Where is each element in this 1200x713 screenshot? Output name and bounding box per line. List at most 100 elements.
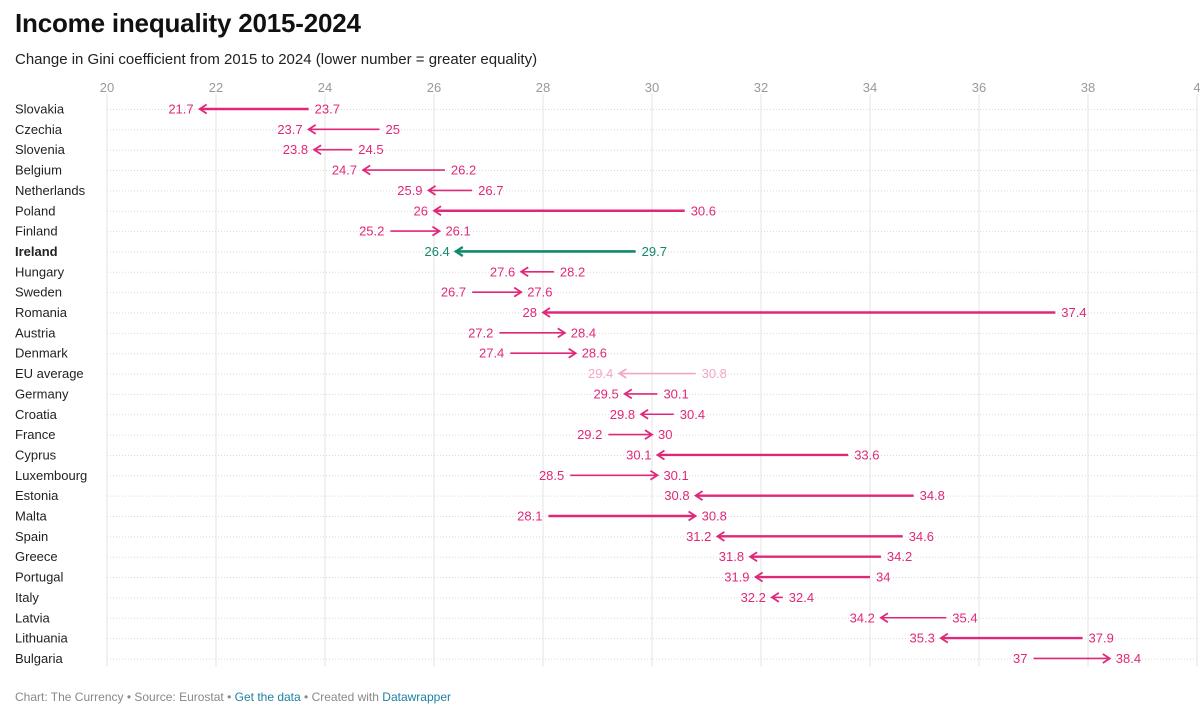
row-label: Malta — [15, 509, 48, 524]
value-label: 27.2 — [468, 325, 493, 340]
x-tick-label: 22 — [209, 80, 223, 95]
arrow-head — [617, 368, 627, 379]
value-label: 21.7 — [168, 102, 193, 117]
value-label: 32.2 — [741, 590, 766, 605]
value-label: 33.6 — [854, 447, 879, 462]
value-label: 25.2 — [359, 224, 384, 239]
value-label: 29.2 — [577, 427, 602, 442]
row-label: Lithuania — [15, 631, 69, 646]
arrow-head — [306, 124, 317, 135]
value-label: 23.7 — [315, 102, 340, 117]
row-label: Poland — [15, 203, 55, 218]
row-label: Sweden — [15, 285, 62, 300]
arrow-head — [639, 408, 649, 420]
row-label: Estonia — [15, 488, 59, 503]
value-label: 27.6 — [490, 264, 515, 279]
value-label: 27.6 — [527, 285, 552, 300]
value-label: 34.8 — [920, 488, 945, 503]
row-label: Ireland — [15, 244, 58, 259]
arrow-head — [312, 144, 322, 155]
row-label: Germany — [15, 386, 69, 401]
value-label: 35.4 — [952, 610, 977, 625]
arrow-head — [770, 592, 780, 603]
value-label: 28.1 — [517, 509, 542, 524]
value-label: 26.7 — [478, 183, 503, 198]
row-label: France — [15, 427, 55, 442]
credit-text: Chart: The Currency — [15, 690, 124, 704]
x-tick-label: 24 — [318, 80, 332, 95]
arrow-head — [519, 266, 529, 278]
arrow-head — [426, 185, 437, 196]
arrow-head — [197, 103, 208, 115]
value-label: 25.9 — [397, 183, 422, 198]
value-label: 25 — [386, 122, 400, 137]
x-tick-label: 28 — [536, 80, 550, 95]
row-label: EU average — [15, 366, 84, 381]
value-label: 38.4 — [1116, 651, 1141, 666]
arrow-head — [715, 531, 725, 542]
chart-title: Income inequality 2015-2024 — [15, 8, 361, 38]
value-label: 31.2 — [686, 529, 711, 544]
value-label: 29.7 — [642, 244, 667, 259]
x-tick-label: 36 — [972, 80, 986, 95]
value-label: 30.4 — [680, 407, 705, 422]
arrow-head — [939, 632, 949, 644]
row-label: Latvia — [15, 610, 50, 625]
value-label: 29.4 — [588, 366, 613, 381]
x-tick-label: 26 — [427, 80, 441, 95]
value-label: 28 — [523, 305, 537, 320]
value-label: 30 — [658, 427, 672, 442]
value-label: 27.4 — [479, 346, 504, 361]
source-text: Source: Eurostat — [134, 690, 224, 704]
arrow-chart: 20 22 24 26 28 30 32 34 36 38 4 Slovakia 21.7 23.7 Cze… — [15, 80, 1200, 667]
arrow-head — [753, 571, 764, 583]
value-label: 37.4 — [1061, 305, 1086, 320]
value-label: 30.8 — [664, 488, 689, 503]
value-label: 35.3 — [910, 631, 935, 646]
value-label: 32.4 — [789, 590, 814, 605]
x-tick-label: 34 — [863, 80, 877, 95]
value-label: 30.8 — [702, 509, 727, 524]
row-label: Slovakia — [15, 102, 65, 117]
chart-footer: Chart: The Currency • Source: Eurostat •… — [15, 690, 451, 704]
row-label: Greece — [15, 549, 58, 564]
arrow-head — [655, 449, 665, 461]
separator: • — [300, 690, 312, 704]
value-label: 26.4 — [424, 244, 449, 259]
value-label: 30.1 — [663, 386, 688, 401]
value-label: 37 — [1013, 651, 1027, 666]
value-label: 23.7 — [277, 122, 302, 137]
row-label: Romania — [15, 305, 68, 320]
arrow-head — [1102, 653, 1112, 664]
arrow-head — [557, 327, 567, 339]
separator: • — [123, 690, 135, 704]
get-the-data-link[interactable]: Get the data — [234, 690, 301, 704]
x-tick-label: 30 — [645, 80, 659, 95]
value-label: 24.5 — [358, 142, 383, 157]
value-label: 23.8 — [283, 142, 308, 157]
value-label: 26.7 — [441, 285, 466, 300]
value-label: 26.2 — [451, 163, 476, 178]
row-label: Italy — [15, 590, 39, 605]
row-label: Croatia — [15, 407, 58, 422]
value-label: 31.8 — [719, 549, 744, 564]
datawrapper-link[interactable]: Datawrapper — [382, 690, 451, 704]
row-label: Portugal — [15, 570, 64, 585]
value-label: 37.9 — [1089, 631, 1114, 646]
value-label: 30.8 — [702, 366, 727, 381]
value-label: 26.1 — [445, 224, 470, 239]
row-label: Spain — [15, 529, 48, 544]
chart-subtitle: Change in Gini coefficient from 2015 to … — [15, 51, 538, 68]
arrow-head — [513, 286, 523, 298]
value-label: 29.5 — [593, 386, 618, 401]
value-label: 34 — [876, 570, 890, 585]
x-tick-label: 32 — [754, 80, 768, 95]
arrow-head — [748, 551, 758, 562]
value-label: 29.8 — [610, 407, 635, 422]
value-label: 24.7 — [332, 163, 357, 178]
x-tick-label: 4 — [1193, 80, 1200, 95]
arrow-head — [649, 470, 660, 481]
row-label: Bulgaria — [15, 651, 63, 666]
row-label: Hungary — [15, 264, 65, 279]
arrow-head — [541, 307, 551, 318]
